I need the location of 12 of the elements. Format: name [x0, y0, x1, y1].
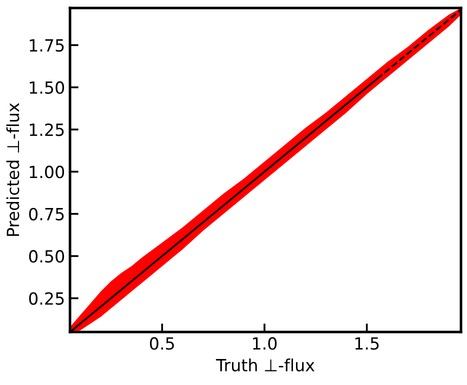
y-tick-label: 1.50 [30, 81, 64, 94]
y-axis-title: Predicted ⊥-flux [6, 103, 20, 236]
x-tick-label: 1.5 [355, 337, 379, 350]
y-tick-label: 0.50 [29, 250, 64, 263]
y-tick-label: 0.25 [29, 292, 64, 305]
y-tick-label: 1.75 [30, 39, 64, 52]
x-axis-title: Truth ⊥-flux [216, 358, 314, 372]
y-tick-label: 1.00 [30, 166, 64, 178]
y-tick-label: 0.75 [29, 208, 64, 220]
y-tick-label: 1.25 [30, 123, 64, 136]
x-tick-label: 1.0 [253, 337, 277, 350]
x-tick-label: 0.5 [150, 337, 174, 350]
